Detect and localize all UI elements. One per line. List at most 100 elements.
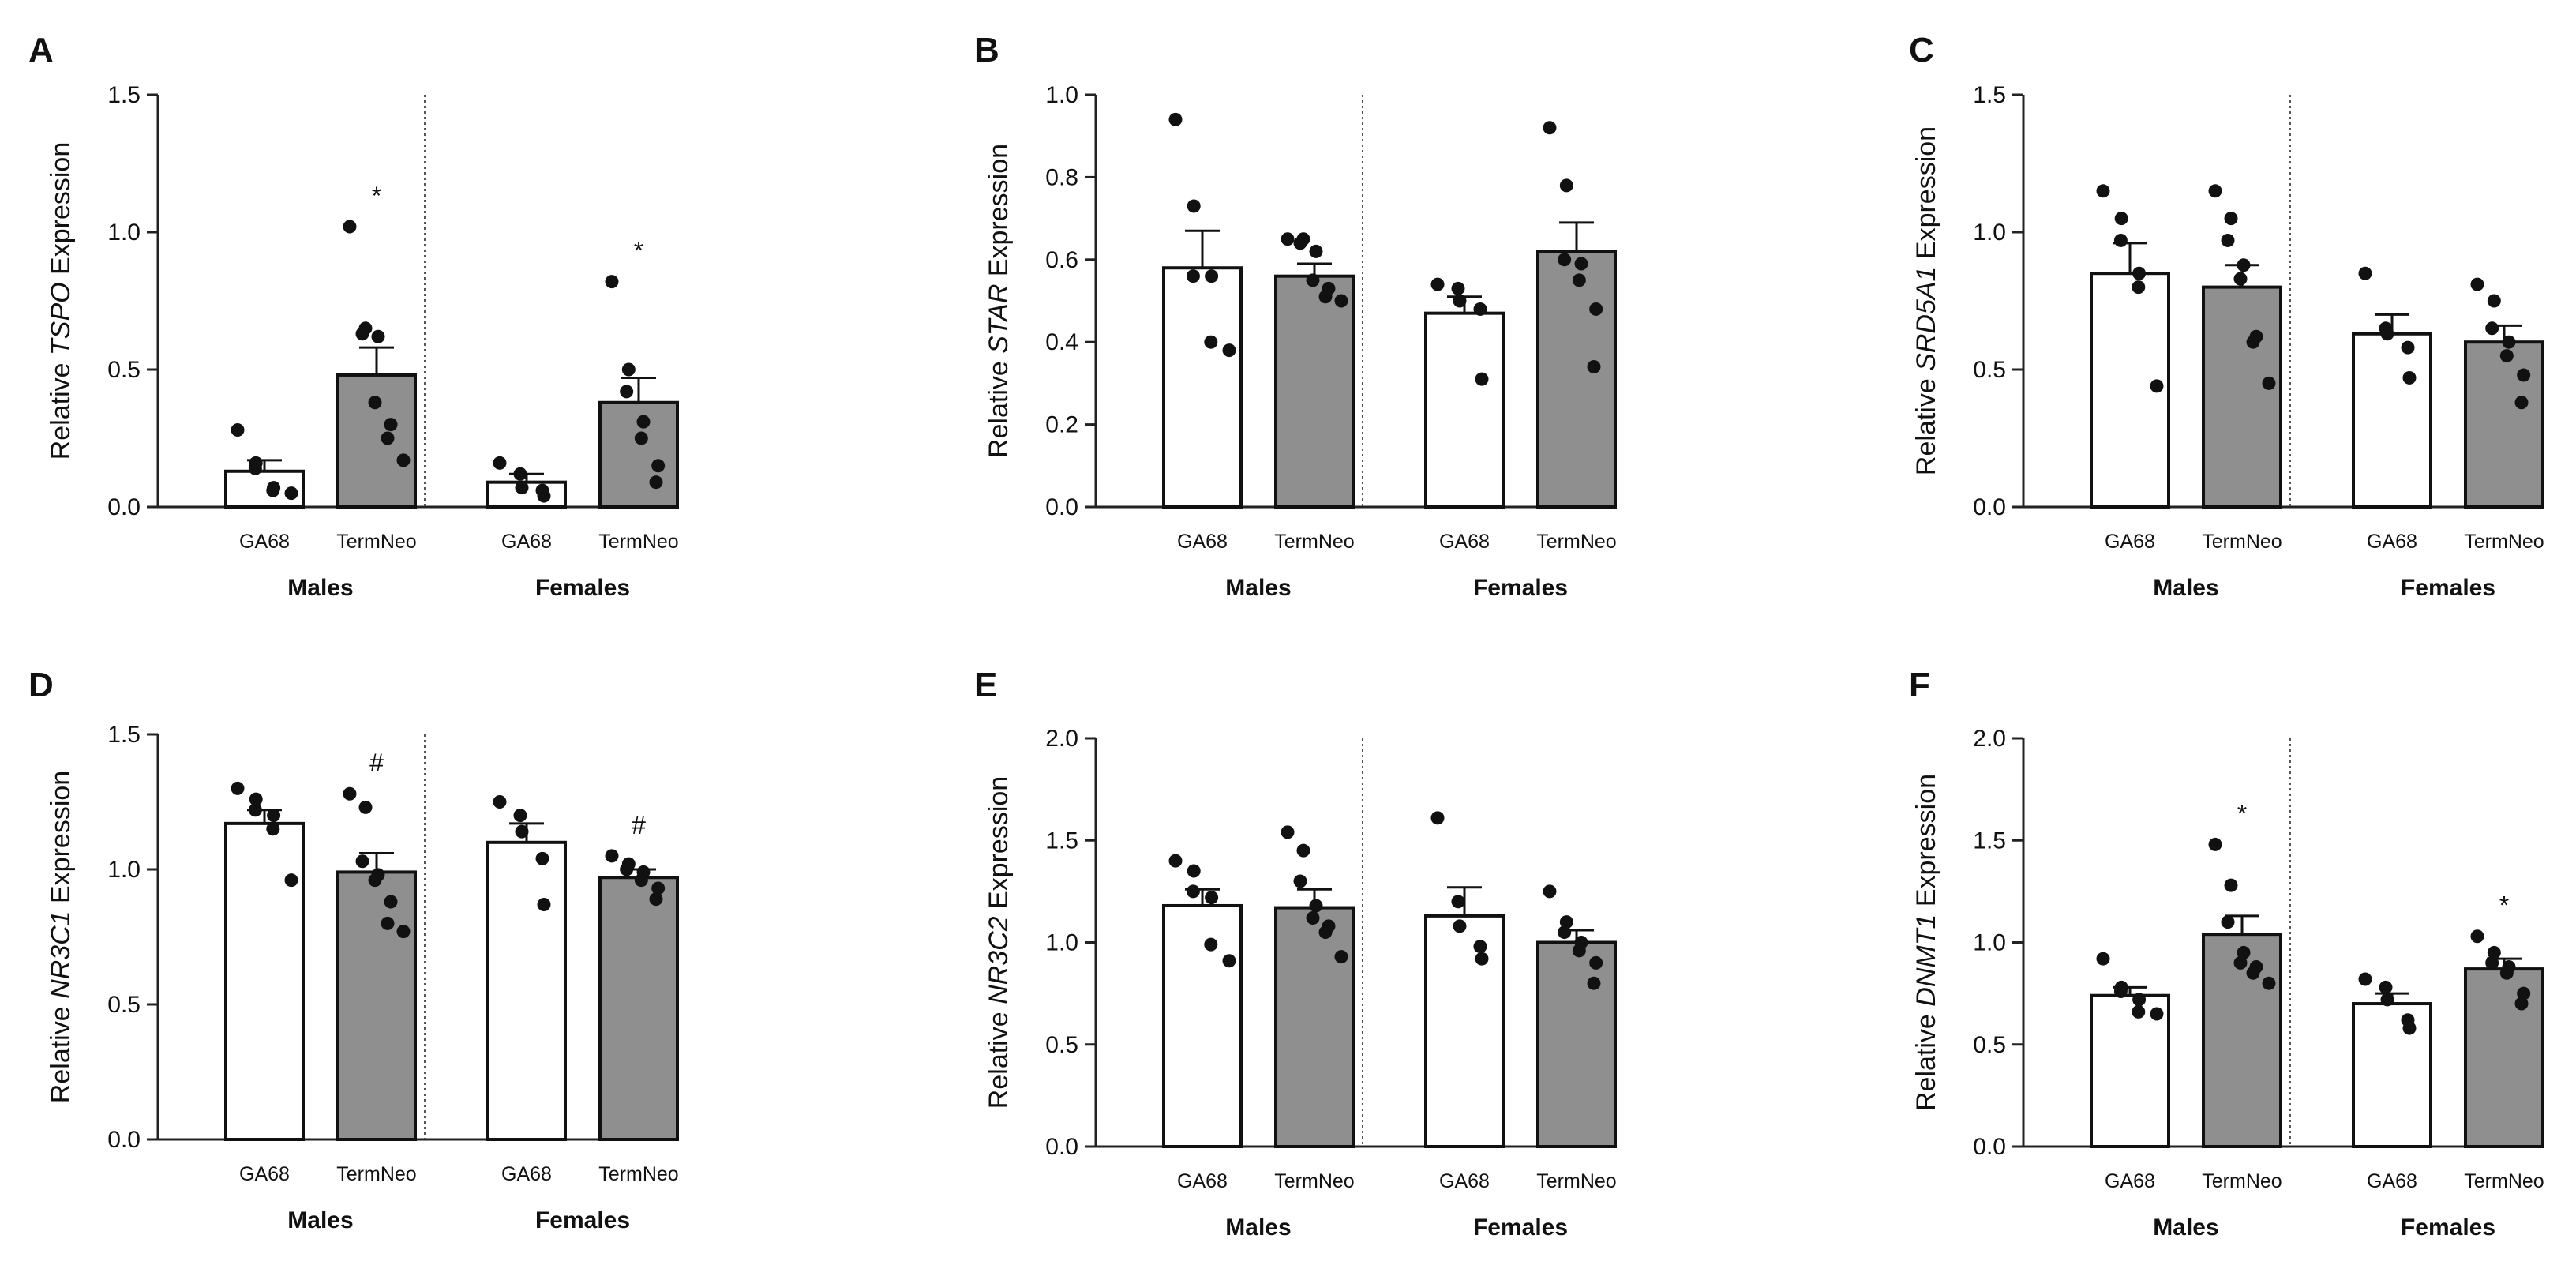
data-point — [1430, 811, 1445, 825]
data-point — [621, 362, 636, 377]
y-tick-label: 1.0 — [1973, 220, 2006, 246]
data-point — [1589, 302, 1603, 316]
x-category-label: GA68 — [501, 531, 552, 553]
data-point — [2485, 955, 2499, 970]
data-point — [2402, 370, 2417, 385]
data-point — [1451, 895, 1465, 909]
data-point — [2514, 396, 2529, 410]
data-point — [1168, 854, 1183, 868]
x-category-label: TermNeo — [2202, 531, 2282, 553]
panel-b: B 0.0 0.2 0.4 0.6 0.8 1.0 Relative STAR Express… — [974, 31, 1617, 601]
bar-females-termneo — [1536, 250, 1617, 509]
x-category-label: TermNeo — [336, 531, 416, 553]
bar-females-ga68 — [486, 840, 567, 1142]
y-tick-label: 0.0 — [107, 1127, 141, 1153]
bar-females-ga68 — [1424, 311, 1505, 509]
data-point — [1281, 825, 1295, 839]
panel-letter: E — [974, 666, 997, 704]
x-category-label: TermNeo — [1536, 531, 1616, 553]
data-point — [2221, 915, 2235, 929]
data-point — [266, 822, 280, 836]
data-point — [2113, 985, 2128, 999]
y-tick-label: 0.0 — [1045, 494, 1078, 520]
y-axis-label-gene: NR3C1 — [46, 910, 76, 998]
data-point — [2132, 1004, 2146, 1019]
group-label-females: Females — [535, 575, 630, 601]
data-point — [2262, 376, 2276, 390]
data-point — [605, 849, 619, 863]
x-category-label: GA68 — [2105, 531, 2155, 553]
y-tick-label: 2.0 — [1973, 726, 2006, 752]
group-label-females: Females — [1473, 1214, 1568, 1241]
data-point — [1589, 955, 1603, 970]
data-point — [2096, 184, 2110, 198]
y-tick-label: 1.0 — [1973, 930, 2006, 956]
data-point — [1204, 335, 1218, 349]
y-tick-label: 0.5 — [107, 992, 141, 1018]
panel-a: A 0.0 0.5 1.0 1.5 Relative TSPO Expression GA6… — [28, 31, 679, 601]
bar-males-termneo — [2202, 933, 2282, 1149]
bar-males-ga68 — [2090, 993, 2170, 1148]
data-point — [2487, 945, 2501, 959]
data-point — [2208, 837, 2222, 851]
x-category-label: TermNeo — [1274, 1170, 1354, 1192]
data-point — [396, 925, 411, 939]
data-point — [1318, 290, 1333, 304]
data-point — [381, 916, 395, 930]
data-point — [634, 873, 648, 888]
data-point — [2208, 184, 2222, 198]
data-point — [2224, 878, 2238, 892]
data-point — [2402, 1021, 2417, 1035]
y-tick-label: 0.6 — [1045, 247, 1078, 273]
data-point — [1187, 199, 1201, 213]
data-point — [1318, 925, 1333, 940]
x-category-label: TermNeo — [598, 531, 678, 553]
data-point — [1296, 843, 1310, 858]
bar-females-ga68 — [2352, 332, 2432, 509]
data-point — [649, 892, 663, 907]
y-tick-label: 0.0 — [107, 494, 141, 520]
y-tick-label: 1.0 — [107, 220, 141, 246]
data-point — [267, 809, 281, 823]
bar-males-termneo — [1274, 906, 1355, 1149]
data-point — [1309, 899, 1323, 913]
data-point — [343, 220, 357, 234]
data-point — [1559, 178, 1573, 193]
data-point — [1430, 277, 1445, 291]
data-point — [651, 459, 666, 473]
data-point — [2246, 966, 2260, 980]
bar-males-ga68 — [224, 821, 305, 1141]
data-point — [384, 418, 398, 432]
data-point — [2221, 233, 2235, 247]
y-axis-label: Relative STAR Expression — [984, 144, 1014, 458]
data-point — [1205, 269, 1219, 283]
data-point — [248, 461, 262, 475]
data-point — [284, 486, 298, 501]
y-tick-label: 1.5 — [107, 82, 141, 108]
y-tick-label: 1.5 — [107, 722, 141, 748]
bar-females-ga68 — [1424, 914, 1505, 1149]
data-point — [1475, 952, 1489, 966]
data-point — [1559, 915, 1573, 929]
y-axis-label-gene: SRD5A1 — [1911, 267, 1941, 371]
data-point — [2150, 1007, 2164, 1021]
data-point — [2517, 368, 2531, 382]
data-point — [368, 873, 382, 888]
data-point — [2379, 980, 2393, 994]
y-tick-label: 0.5 — [1045, 1032, 1078, 1058]
group-label-males: Males — [2153, 1214, 2218, 1241]
y-tick-label: 1.0 — [1045, 930, 1078, 956]
data-point — [2514, 997, 2529, 1011]
data-point — [2470, 277, 2484, 291]
y-tick-label: 1.5 — [1973, 828, 2006, 854]
x-category-label: GA68 — [1177, 531, 1228, 553]
y-tick-label: 2.0 — [1045, 726, 1078, 752]
data-point — [368, 396, 382, 410]
data-point — [1306, 910, 1320, 925]
data-point — [1293, 236, 1307, 250]
y-axis-label-gene: DNMT1 — [1911, 914, 1941, 1007]
data-point — [1334, 294, 1348, 308]
data-point — [515, 481, 529, 495]
data-point — [355, 327, 369, 341]
group-label-males: Males — [287, 575, 353, 601]
